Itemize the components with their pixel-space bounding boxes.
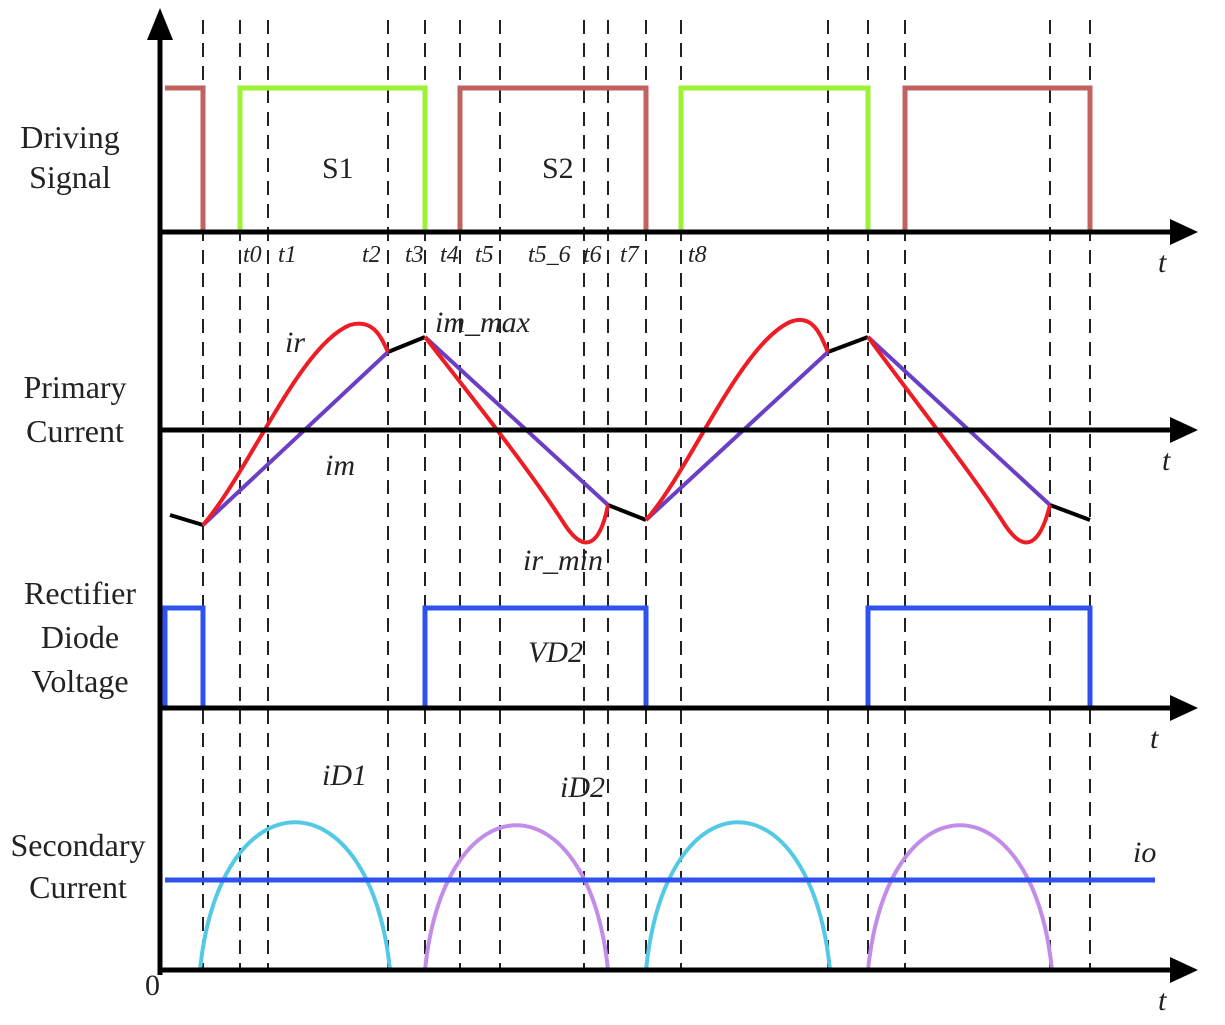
origin-label: 0 bbox=[145, 969, 160, 1002]
s1-pulse-1 bbox=[237, 85, 428, 232]
axis-rectifier-t-label: t bbox=[1150, 722, 1159, 755]
id1-arch-1 bbox=[198, 820, 392, 971]
axis-rectifier-arrow bbox=[1170, 695, 1198, 721]
s2-pulse-1 bbox=[457, 85, 649, 232]
id2-arch-2 bbox=[866, 823, 1054, 971]
id2-arch-1 bbox=[423, 823, 610, 971]
label-im-max: im_max bbox=[435, 306, 531, 339]
time-tick-labels: t0 t1 t2 t3 t4 t5 t5_6 t6 t7 t8 bbox=[243, 242, 707, 268]
label-id1: iD1 bbox=[322, 759, 367, 792]
im-ramp-2 bbox=[644, 350, 830, 522]
axis-primary-t-label: t bbox=[1162, 444, 1171, 477]
s1-pulse-2 bbox=[678, 85, 871, 232]
vertical-axis-arrow bbox=[147, 8, 173, 40]
ir-wave-1 bbox=[423, 335, 610, 545]
ir-wave-0 bbox=[201, 321, 390, 527]
im-plateau-4 bbox=[1049, 503, 1091, 522]
s2-pulse-0 bbox=[165, 85, 206, 232]
s2-pulse-2 bbox=[902, 85, 1093, 232]
signal-labels: S1 S2 ir im_max im ir_min VD2 iD1 iD2 io bbox=[285, 152, 1156, 869]
im-ramp-0 bbox=[201, 350, 390, 527]
label-vd2: VD2 bbox=[528, 636, 583, 669]
label-im: im bbox=[325, 449, 355, 482]
row-label-driving-1: Driving bbox=[20, 119, 120, 155]
label-ir: ir bbox=[285, 326, 305, 359]
axes bbox=[147, 8, 1198, 983]
vd-pulse-1 bbox=[422, 605, 649, 708]
tick-t8: t8 bbox=[688, 242, 707, 268]
id1-arch-2 bbox=[644, 820, 832, 971]
tick-t7: t7 bbox=[620, 242, 640, 268]
vd-pulse-0 bbox=[162, 605, 206, 708]
tick-t4: t4 bbox=[440, 242, 459, 268]
row-label-secondary-2: Current bbox=[29, 869, 127, 905]
time-guides bbox=[202, 20, 1091, 970]
im-plateau-1 bbox=[387, 335, 426, 354]
label-io: io bbox=[1133, 836, 1156, 869]
im-plateau-3 bbox=[827, 335, 869, 354]
label-id2: iD2 bbox=[560, 771, 605, 804]
im-plateau-2 bbox=[607, 503, 647, 522]
tick-t2: t2 bbox=[362, 242, 381, 268]
tick-t1: t1 bbox=[278, 242, 297, 268]
tick-t3: t3 bbox=[405, 242, 424, 268]
label-ir-min: ir_min bbox=[523, 544, 603, 577]
vd-pulse-2 bbox=[865, 605, 1093, 708]
tick-t6: t6 bbox=[583, 242, 602, 268]
axis-secondary-t-label: t bbox=[1158, 984, 1167, 1017]
ir-wave-3 bbox=[866, 335, 1052, 545]
label-s1: S1 bbox=[322, 152, 354, 185]
tick-t5_6: t5_6 bbox=[528, 242, 571, 268]
tick-t0: t0 bbox=[243, 242, 262, 268]
im-ramp-3 bbox=[866, 335, 1052, 507]
axis-secondary-arrow bbox=[1170, 957, 1198, 983]
row-label-rectifier-1: Rectifier bbox=[24, 575, 136, 611]
label-s2: S2 bbox=[542, 152, 574, 185]
im-plateau-0 bbox=[169, 513, 204, 527]
axis-driving-arrow bbox=[1170, 219, 1198, 245]
waveforms bbox=[162, 85, 1155, 971]
im-ramp-1 bbox=[423, 335, 610, 507]
row-label-rectifier-3: Voltage bbox=[31, 663, 128, 699]
ir-wave-2 bbox=[644, 318, 830, 522]
row-label-rectifier-2: Diode bbox=[41, 619, 119, 655]
row-label-primary-1: Primary bbox=[23, 369, 126, 405]
row-label-secondary-1: Secondary bbox=[10, 827, 145, 863]
tick-t5: t5 bbox=[475, 242, 494, 268]
axis-primary-arrow bbox=[1170, 417, 1198, 443]
row-labels: Driving Signal Primary Current Rectifier… bbox=[10, 119, 145, 905]
row-label-driving-2: Signal bbox=[29, 159, 111, 195]
row-label-primary-2: Current bbox=[26, 413, 124, 449]
axis-driving-t-label: t bbox=[1158, 246, 1167, 279]
